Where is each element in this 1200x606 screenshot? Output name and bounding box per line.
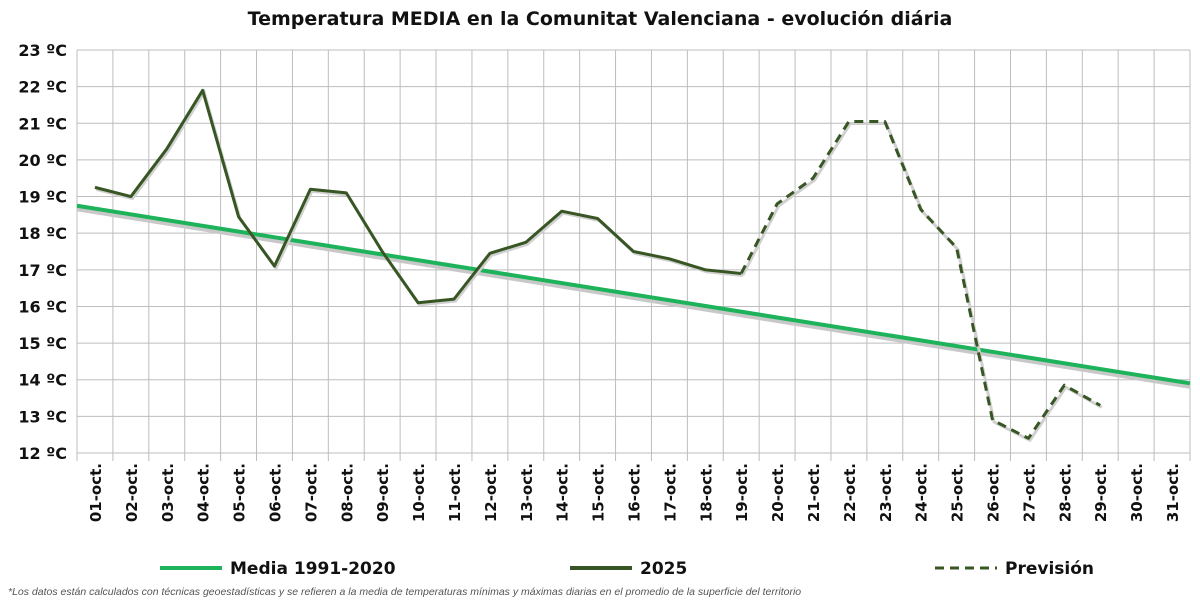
y-tick-label: 23 ºC <box>18 41 67 60</box>
series-shadow <box>96 88 743 307</box>
y-tick-label: 13 ºC <box>18 407 67 426</box>
x-tick-label: 07-oct. <box>302 463 320 522</box>
x-tick-label: 19-oct. <box>733 463 751 522</box>
chart-title: Temperatura MEDIA en la Comunitat Valenc… <box>247 8 953 30</box>
y-tick-label: 19 ºC <box>18 188 67 207</box>
x-tick-label: 17-oct. <box>661 463 679 522</box>
y-tick-label: 17 ºC <box>18 261 67 280</box>
x-tick-label: 13-oct. <box>518 463 536 522</box>
y-tick-label: 18 ºC <box>18 224 67 243</box>
series-line-Media 1991-2020 <box>76 203 1191 386</box>
x-tick-label: 20-oct. <box>769 463 787 522</box>
x-tick-label: 12-oct. <box>482 463 500 522</box>
x-tick-label: 26-oct. <box>985 463 1003 522</box>
x-tick-label: 25-oct. <box>949 463 967 522</box>
x-tick-label: 27-oct. <box>1020 463 1038 522</box>
legend-label: Previsión <box>1005 559 1094 579</box>
y-tick-label: 22 ºC <box>18 78 67 97</box>
y-tick-label: 20 ºC <box>18 151 67 170</box>
y-tick-label: 16 ºC <box>18 297 67 316</box>
legend-label: Media 1991-2020 <box>230 559 396 579</box>
x-tick-label: 04-oct. <box>195 463 213 522</box>
series-shadow <box>741 121 1103 443</box>
x-tick-label: 31-oct. <box>1164 463 1182 522</box>
legend-label: 2025 <box>640 559 687 579</box>
x-tick-label: 06-oct. <box>266 463 284 522</box>
x-tick-label: 28-oct. <box>1056 463 1074 522</box>
x-tick-label: 01-oct. <box>87 463 105 522</box>
y-tick-label: 14 ºC <box>18 371 67 390</box>
x-tick-label: 11-oct. <box>446 463 464 522</box>
x-tick-label: 03-oct. <box>159 463 177 522</box>
x-tick-label: 29-oct. <box>1092 463 1110 522</box>
x-tick-label: 16-oct. <box>626 463 644 522</box>
x-tick-label: 10-oct. <box>410 463 428 522</box>
x-tick-label: 09-oct. <box>374 463 392 522</box>
y-tick-label: 12 ºC <box>18 444 67 463</box>
x-tick-label: 14-oct. <box>554 463 572 522</box>
x-tick-label: 23-oct. <box>877 463 895 522</box>
x-tick-label: 15-oct. <box>590 463 608 522</box>
x-tick-label: 05-oct. <box>231 463 249 522</box>
x-tick-label: 21-oct. <box>805 463 823 522</box>
y-tick-label: 21 ºC <box>18 114 67 133</box>
y-tick-label: 15 ºC <box>18 334 67 353</box>
x-tick-label: 22-oct. <box>841 463 859 522</box>
x-tick-label: 24-oct. <box>913 463 931 522</box>
footnote: *Los datos están calculados con técnicas… <box>8 586 802 598</box>
x-tick-label: 30-oct. <box>1128 463 1146 522</box>
x-tick-label: 18-oct. <box>697 463 715 522</box>
x-tick-label: 02-oct. <box>123 463 141 522</box>
x-tick-label: 08-oct. <box>338 463 356 522</box>
series-shadow <box>76 206 1191 389</box>
